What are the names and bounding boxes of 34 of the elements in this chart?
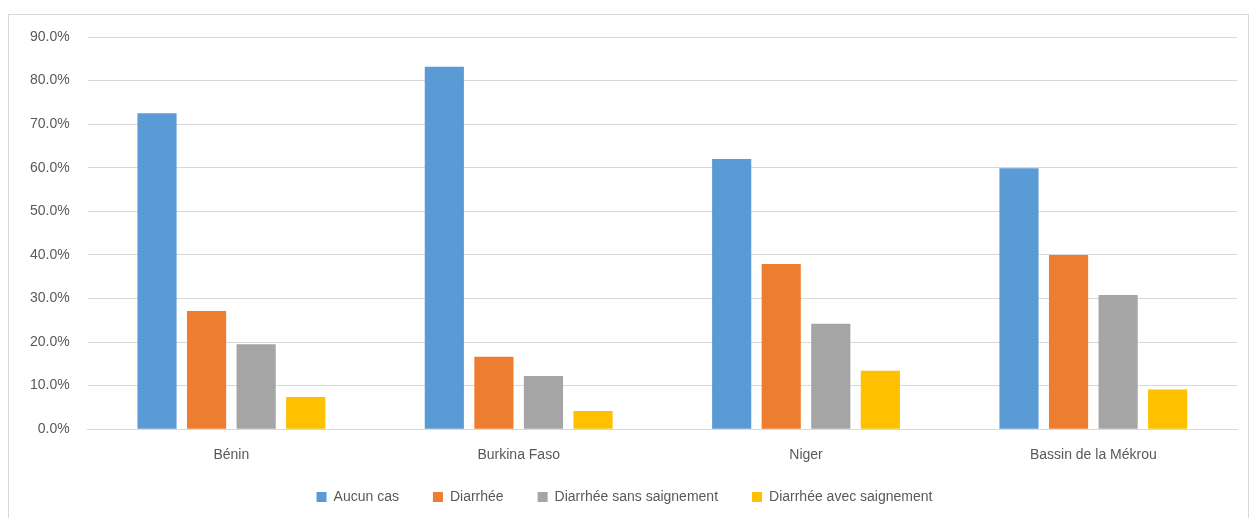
y-tick-label: 0.0% xyxy=(37,420,70,437)
y-tick-label: 30.0% xyxy=(29,289,70,306)
bar xyxy=(999,168,1039,429)
y-tick-label: 60.0% xyxy=(29,158,70,175)
y-tick-label: 80.0% xyxy=(29,71,70,88)
legend-label: Diarrhée xyxy=(449,487,504,504)
bar xyxy=(424,66,464,429)
y-tick-label: 70.0% xyxy=(29,115,70,132)
bar xyxy=(860,370,900,429)
bar xyxy=(286,396,326,429)
x-tick-label: Bénin xyxy=(213,446,250,463)
bar xyxy=(187,311,227,429)
bar xyxy=(1148,389,1188,429)
bar xyxy=(236,344,276,429)
y-tick-label: 50.0% xyxy=(29,202,70,219)
bar xyxy=(712,159,752,429)
legend-label: Diarrhée avec saignement xyxy=(769,487,933,504)
x-tick-label: Burkina Faso xyxy=(477,446,561,463)
y-tick-label: 90.0% xyxy=(29,27,70,44)
bar xyxy=(573,410,613,429)
y-tick-label: 40.0% xyxy=(29,245,70,262)
bar xyxy=(811,323,851,429)
x-tick-label: Niger xyxy=(789,446,824,463)
bar xyxy=(474,356,514,429)
bar xyxy=(1098,294,1138,429)
legend-label: Diarrhée sans saignement xyxy=(554,487,719,504)
bar xyxy=(137,113,177,429)
bar xyxy=(761,264,801,429)
legend-label: Aucun cas xyxy=(333,487,399,504)
bar xyxy=(523,376,564,429)
y-tick-label: 20.0% xyxy=(29,332,70,349)
x-tick-label: Bassin de la Mékrou xyxy=(1029,446,1157,463)
y-tick-label: 10.0% xyxy=(29,376,70,393)
bar xyxy=(1048,254,1089,429)
